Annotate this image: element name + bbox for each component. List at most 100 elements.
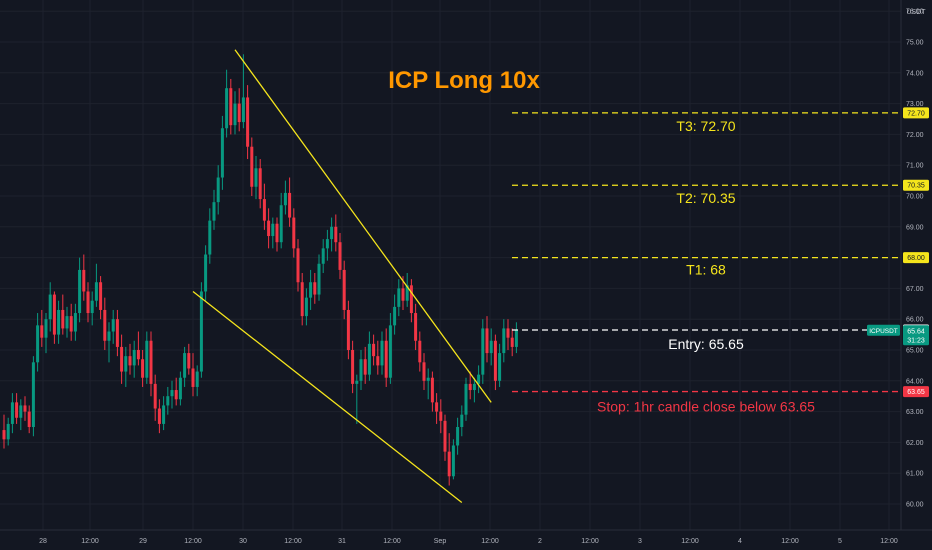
level-tag-t1 <box>903 252 929 264</box>
candles <box>2 54 518 486</box>
candle-up <box>36 325 40 363</box>
candle-down <box>296 248 300 283</box>
candle-up <box>178 377 182 400</box>
candle-up <box>183 353 187 378</box>
candle-up <box>241 97 245 123</box>
candle-up <box>208 220 212 255</box>
candle-down <box>40 325 44 338</box>
price-tick-label: 67.00 <box>906 286 924 293</box>
level-label-t2: T2: 70.35 <box>676 190 735 206</box>
time-tick-label: 30 <box>239 538 247 545</box>
candle-down <box>23 405 27 412</box>
current-price-value: 65.64 <box>907 328 925 335</box>
candle-up <box>477 374 481 384</box>
candle-down <box>401 288 405 301</box>
time-tick-label: Sep <box>434 538 447 545</box>
candle-up <box>405 285 409 301</box>
time-tick-label: 28 <box>39 538 47 545</box>
time-axis[interactable]: 28 12:00 29 12:00 30 12:00 31 12:00 Sep 12:00 2 12:… <box>39 538 898 545</box>
level-tag-text-t3: 72.70 <box>907 110 925 117</box>
candle-down <box>275 223 279 243</box>
candle-up <box>271 223 275 237</box>
time-tick-label: 4 <box>738 538 742 545</box>
chart-title: ICP Long 10x <box>388 67 540 94</box>
candle-up <box>170 390 174 397</box>
time-tick-label: 2 <box>538 538 542 545</box>
candle-down <box>52 294 56 335</box>
candle-down <box>246 97 250 147</box>
candle-down <box>82 269 86 292</box>
candle-up <box>195 371 199 387</box>
candle-up <box>514 330 518 347</box>
candle-up <box>397 288 401 307</box>
candle-up <box>489 340 493 354</box>
candle-down <box>414 313 418 341</box>
candle-down <box>136 350 140 360</box>
level-label-t1: T1: 68 <box>686 262 726 278</box>
candle-up <box>107 331 111 341</box>
price-tick-label: 64.00 <box>906 378 924 385</box>
candle-down <box>447 451 451 477</box>
price-tick-label: 63.00 <box>906 409 924 416</box>
price-tick-label: 62.00 <box>906 440 924 447</box>
candle-up <box>426 377 430 381</box>
price-tick-label: 71.00 <box>906 163 924 170</box>
time-tick-label: 12:00 <box>383 538 401 545</box>
candle-down <box>346 309 350 350</box>
candle-up <box>204 254 208 292</box>
candle-up <box>359 359 363 381</box>
candle-up <box>124 356 128 372</box>
candle-up <box>451 445 455 477</box>
time-tick-label: 12:00 <box>284 538 302 545</box>
candle-down <box>103 309 107 341</box>
candle-up <box>367 343 371 375</box>
candle-up <box>279 205 283 243</box>
candle-down <box>191 368 195 387</box>
price-tick-label: 72.00 <box>906 132 924 139</box>
candle-up <box>380 340 384 366</box>
candle-down <box>141 359 145 378</box>
price-tick-label: 61.00 <box>906 471 924 478</box>
price-tick-label: 65.00 <box>906 348 924 355</box>
candle-down <box>468 383 472 391</box>
candle-up <box>31 362 35 427</box>
current-price-tag <box>903 325 929 346</box>
candle-up <box>317 263 321 295</box>
level-tag-t2 <box>903 179 929 191</box>
candle-down <box>157 408 161 424</box>
price-axis[interactable]: 60.00 61.00 62.00 63.00 64.00 65.00 66.00 67.00… <box>906 9 924 509</box>
candle-down <box>435 402 439 412</box>
candle-up <box>65 316 69 329</box>
level-tag-text-t2: 70.35 <box>907 183 925 190</box>
time-tick-label: 12:00 <box>81 538 99 545</box>
candle-up <box>78 269 82 314</box>
candle-up <box>309 282 313 298</box>
candle-down <box>153 383 157 409</box>
candle-down <box>61 309 65 329</box>
candle-down <box>506 328 510 338</box>
candle-down <box>120 346 124 372</box>
candle-down <box>313 282 317 295</box>
time-tick-label: 12:00 <box>581 538 599 545</box>
candle-down <box>2 430 6 440</box>
candle-up <box>212 202 216 221</box>
candle-down <box>99 282 103 310</box>
trendlines <box>192 49 492 503</box>
time-tick-label: 12:00 <box>681 538 699 545</box>
price-tick-label: 60.00 <box>906 502 924 509</box>
candle-down <box>376 356 380 366</box>
candle-up <box>10 402 14 424</box>
price-tags: 72.7070.3568.0065.6563.65ICPUSDT65.6431:… <box>867 107 929 398</box>
price-tick-label: 70.00 <box>906 194 924 201</box>
level-tag-text-t1: 68.00 <box>907 255 925 262</box>
candle-down <box>372 343 376 357</box>
candle-down <box>439 411 443 421</box>
price-tick-label: 66.00 <box>906 317 924 324</box>
candle-up <box>464 383 468 415</box>
candle-down <box>69 316 73 332</box>
candle-up <box>456 427 460 446</box>
candle-down <box>27 411 31 427</box>
candle-up <box>393 306 397 326</box>
time-tick-label: 3 <box>638 538 642 545</box>
